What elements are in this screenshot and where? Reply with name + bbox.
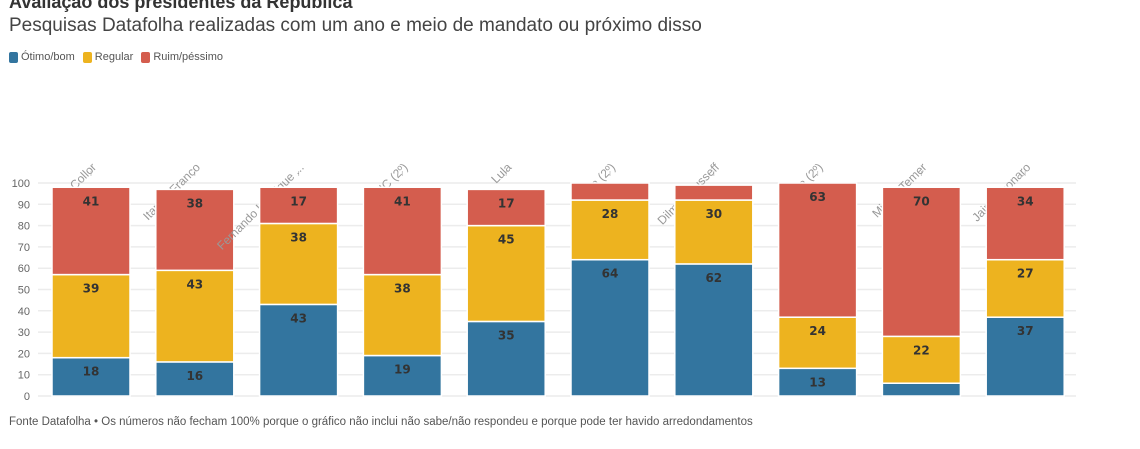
bar-segment[interactable] bbox=[51, 273, 131, 359]
data-label: 64 bbox=[602, 267, 619, 281]
data-label: 38 bbox=[186, 196, 203, 210]
y-tick-label: 80 bbox=[18, 221, 30, 233]
chart-title: Avaliação dos presidentes da República bbox=[9, 0, 353, 12]
chart-subtitle: Pesquisas Datafolha realizadas com um an… bbox=[9, 15, 702, 36]
data-label: 24 bbox=[809, 324, 826, 338]
legend-item[interactable]: Regular bbox=[82, 51, 134, 63]
data-label: 37 bbox=[1017, 324, 1034, 338]
legend: Ótimo/bom Regular Ruim/péssimo bbox=[9, 51, 223, 63]
data-label: 22 bbox=[913, 343, 930, 357]
bar-segment[interactable] bbox=[674, 184, 754, 201]
y-tick-label: 30 bbox=[18, 327, 30, 339]
y-tick-label: 10 bbox=[18, 370, 30, 382]
bar-segment[interactable] bbox=[258, 222, 339, 306]
bar-segment[interactable] bbox=[466, 320, 546, 397]
y-tick-label: 40 bbox=[18, 306, 30, 318]
bar-segment[interactable] bbox=[362, 186, 443, 276]
data-label: 38 bbox=[290, 230, 307, 244]
bar-segment[interactable] bbox=[777, 367, 858, 397]
bar-segment[interactable] bbox=[881, 186, 962, 338]
bar-segment[interactable] bbox=[155, 188, 235, 272]
data-label: 43 bbox=[290, 311, 307, 325]
data-label: 18 bbox=[83, 365, 100, 379]
bar-segment[interactable] bbox=[570, 182, 650, 201]
y-tick-label: 100 bbox=[12, 178, 30, 190]
data-label: 63 bbox=[809, 190, 826, 204]
y-tick-label: 50 bbox=[18, 285, 30, 297]
bar-segment[interactable] bbox=[155, 269, 235, 363]
bar-segment[interactable] bbox=[985, 186, 1065, 261]
data-label: 17 bbox=[290, 194, 307, 208]
bar-segment[interactable] bbox=[51, 186, 131, 276]
legend-item[interactable]: Ruim/péssimo bbox=[141, 51, 223, 63]
y-tick-label: 0 bbox=[24, 391, 30, 403]
legend-label: Ruim/péssimo bbox=[153, 51, 224, 63]
legend-swatch bbox=[141, 51, 151, 63]
data-label: 16 bbox=[186, 369, 203, 383]
footer-note: Fonte Datafolha • Os números não fecham … bbox=[9, 416, 753, 428]
data-label: 28 bbox=[602, 207, 619, 221]
y-tick-label: 60 bbox=[18, 263, 30, 275]
bar-segment[interactable] bbox=[570, 258, 650, 397]
bar-segment[interactable] bbox=[258, 303, 339, 397]
x-tick-label: Lula bbox=[488, 160, 514, 186]
data-label: 41 bbox=[83, 194, 100, 208]
bar-segment[interactable] bbox=[674, 199, 754, 265]
data-label: 62 bbox=[705, 271, 722, 285]
data-label: 30 bbox=[705, 207, 722, 221]
bar-segment[interactable] bbox=[466, 188, 546, 227]
data-label: 13 bbox=[809, 375, 826, 389]
data-label: 41 bbox=[394, 194, 411, 208]
data-label: 34 bbox=[1017, 194, 1034, 208]
bar-segment[interactable] bbox=[674, 263, 754, 397]
data-label: 17 bbox=[498, 196, 515, 210]
y-tick-label: 90 bbox=[18, 199, 30, 211]
bar-segment[interactable] bbox=[51, 356, 131, 397]
y-tick-label: 70 bbox=[18, 242, 30, 254]
data-label: 70 bbox=[913, 194, 930, 208]
bar-segment[interactable] bbox=[258, 186, 339, 225]
data-label: 43 bbox=[186, 277, 203, 291]
data-label: 19 bbox=[394, 363, 411, 377]
data-label: 39 bbox=[83, 282, 100, 296]
data-label: 38 bbox=[394, 282, 411, 296]
bar-segment[interactable] bbox=[777, 182, 858, 318]
legend-item[interactable]: Ótimo/bom bbox=[9, 51, 75, 63]
legend-swatch bbox=[9, 51, 18, 63]
data-label: 27 bbox=[1017, 267, 1034, 281]
bar-segment[interactable] bbox=[466, 224, 546, 323]
bar-segment[interactable] bbox=[881, 382, 962, 397]
legend-label: Ótimo/bom bbox=[21, 51, 75, 63]
legend-swatch bbox=[82, 51, 92, 63]
legend-label: Regular bbox=[94, 51, 134, 63]
y-tick-label: 20 bbox=[18, 348, 30, 360]
data-label: 45 bbox=[498, 233, 515, 247]
data-label: 35 bbox=[498, 328, 515, 342]
bar-segment[interactable] bbox=[777, 316, 858, 370]
